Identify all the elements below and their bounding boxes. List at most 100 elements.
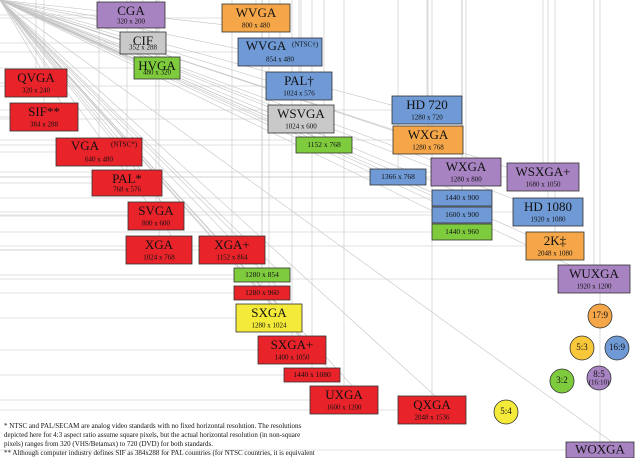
box-resolution: 480 x 320 bbox=[143, 69, 172, 77]
box-label: 1600 x 900 bbox=[445, 210, 479, 219]
ratio-label: 17:9 bbox=[592, 310, 609, 320]
box-tag: (NTSC*) bbox=[111, 141, 138, 149]
box-resolution: 1152 x 864 bbox=[216, 254, 248, 262]
box-label: PAL† bbox=[284, 73, 314, 88]
ratio-circle bbox=[549, 368, 575, 394]
resolution-box bbox=[133, 56, 181, 80]
resolution-box bbox=[4, 68, 68, 98]
resolution-box bbox=[512, 197, 584, 227]
resolution-box bbox=[283, 367, 341, 383]
box-resolution: 1280 x 720 bbox=[411, 114, 443, 122]
box-label: WSXGA+ bbox=[516, 164, 571, 179]
resolution-box bbox=[295, 136, 353, 154]
box-label: PAL* bbox=[112, 171, 142, 186]
footnote: * NTSC and PAL/SECAM are analog video st… bbox=[4, 422, 302, 430]
box-label: 1152 x 768 bbox=[307, 140, 341, 149]
box-label: HD 720 bbox=[406, 97, 448, 112]
resolution-box bbox=[198, 235, 266, 265]
footnote: depicted here for 4:3 aspect ratio assum… bbox=[4, 431, 300, 439]
resolution-box bbox=[257, 335, 327, 365]
resolution-box bbox=[9, 102, 79, 132]
box-resolution: 1920 x 1200 bbox=[577, 283, 613, 291]
resolution-box bbox=[431, 206, 493, 224]
box-label: WVGA bbox=[236, 5, 277, 20]
resolution-box bbox=[237, 37, 323, 67]
box-label: CGA bbox=[117, 3, 145, 18]
box-label: WOXGA bbox=[575, 441, 625, 456]
resolution-box bbox=[431, 223, 493, 241]
box-resolution: 1024 x 576 bbox=[283, 90, 315, 98]
resolution-box bbox=[506, 162, 580, 192]
box-label: CIF bbox=[133, 33, 153, 48]
guide-line bbox=[0, 0, 163, 197]
box-label: HD 1080 bbox=[524, 199, 572, 214]
box-label: 1366 x 768 bbox=[381, 172, 415, 181]
resolution-box bbox=[235, 303, 303, 333]
footnote: ** Although computer industry defines SI… bbox=[4, 449, 315, 457]
box-resolution: 1600 x 1200 bbox=[327, 404, 363, 412]
box-resolution: 800 x 600 bbox=[142, 220, 171, 228]
resolution-box bbox=[525, 231, 585, 261]
ratio-circle bbox=[587, 303, 613, 329]
box-label: 1440 x 960 bbox=[445, 227, 479, 236]
guide-line bbox=[0, 0, 266, 265]
box-resolution: 2048 x 1536 bbox=[415, 414, 451, 422]
box-label: XGA bbox=[145, 237, 174, 252]
guide-line bbox=[0, 0, 291, 283]
box-resolution: 1024 x 600 bbox=[285, 123, 317, 131]
resolution-box bbox=[397, 395, 467, 425]
ratio-label: 16:9 bbox=[609, 342, 626, 352]
ratio-circle bbox=[569, 335, 595, 361]
box-label: WXGA bbox=[408, 127, 449, 142]
guide-line bbox=[0, 0, 427, 186]
resolution-box bbox=[392, 125, 464, 155]
ratio-circle bbox=[604, 335, 630, 361]
resolution-box bbox=[557, 264, 631, 294]
box-resolution: 768 x 576 bbox=[113, 186, 142, 194]
box-resolution: 352 x 288 bbox=[129, 44, 158, 52]
resolution-box bbox=[221, 3, 291, 33]
ratio-label: 3:2 bbox=[556, 375, 568, 385]
resolution-box bbox=[96, 1, 166, 29]
box-label: HVGA bbox=[138, 58, 176, 73]
box-resolution: 854 x 480 bbox=[266, 56, 295, 64]
resolution-box bbox=[391, 95, 463, 125]
box-resolution: 640 x 480 bbox=[85, 156, 114, 164]
box-label: QVGA bbox=[17, 70, 55, 85]
guide-line bbox=[0, 0, 502, 187]
box-label: 1440 x 900 bbox=[445, 193, 479, 202]
guide-line bbox=[0, 0, 463, 125]
box-label: WVGA bbox=[246, 38, 287, 53]
resolution-box bbox=[127, 201, 185, 231]
box-resolution: 2048 x 1080 bbox=[538, 250, 574, 258]
box-label: SXGA+ bbox=[271, 337, 314, 352]
box-label: 1440 x 1080 bbox=[293, 370, 331, 379]
guide-line bbox=[0, 0, 467, 425]
box-label: 1280 x 854 bbox=[245, 270, 279, 279]
box-label: UXGA bbox=[325, 387, 363, 402]
resolution-box bbox=[369, 168, 427, 186]
ratio-sub: (16:10) bbox=[589, 379, 610, 387]
box-label: WUXGA bbox=[569, 266, 619, 281]
box-resolution: 1400 x 1050 bbox=[275, 354, 311, 362]
box-resolution: 1024 x 768 bbox=[143, 254, 175, 262]
resolution-box bbox=[233, 285, 291, 301]
footnote: pixels) ranges from 320 (VHS/Betamax) to… bbox=[4, 440, 213, 448]
ratio-label: 5:4 bbox=[500, 406, 512, 416]
box-resolution: 1280 x 768 bbox=[412, 144, 444, 152]
box-label: VGA bbox=[71, 138, 100, 153]
guide-line bbox=[0, 0, 493, 224]
resolution-box bbox=[267, 104, 335, 134]
ratio-label: 5:3 bbox=[576, 342, 588, 352]
box-resolution: 1680 x 1050 bbox=[526, 181, 562, 189]
box-resolution: 1920 x 1080 bbox=[531, 216, 567, 224]
resolution-box bbox=[430, 157, 502, 187]
box-resolution: 384 x 288 bbox=[30, 121, 59, 129]
box-label: XGA+ bbox=[214, 237, 250, 252]
resolution-box bbox=[119, 31, 167, 55]
resolution-box bbox=[91, 169, 163, 197]
box-label: WSVGA bbox=[277, 106, 325, 121]
resolution-box bbox=[55, 137, 143, 167]
